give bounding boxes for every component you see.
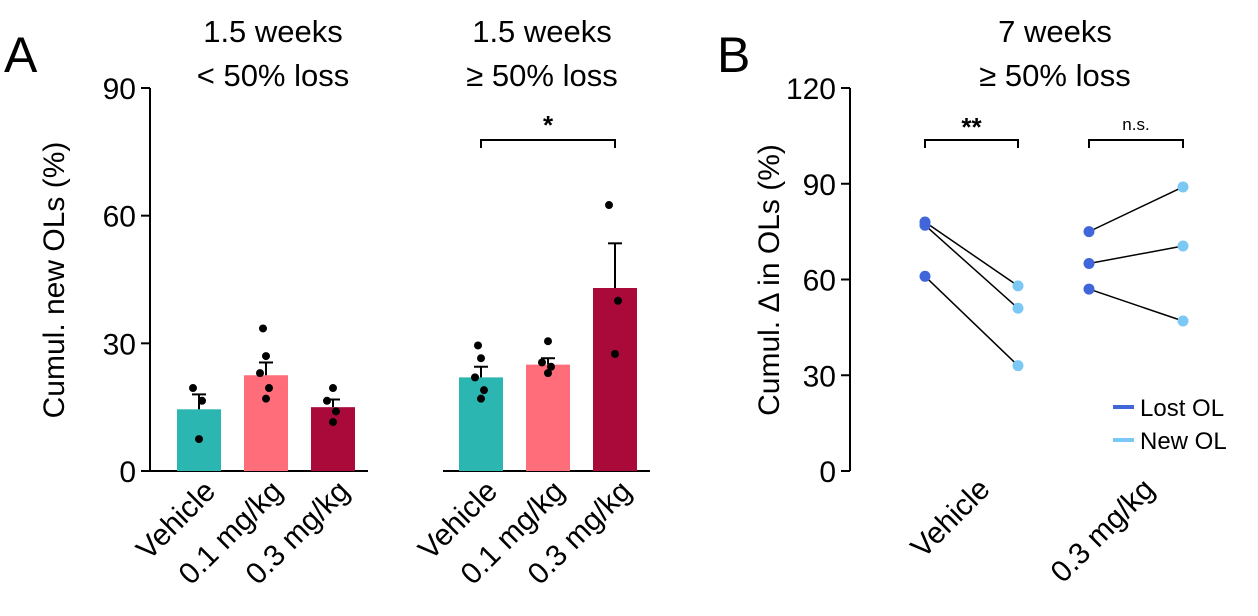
chart-b-y-axis-label: Cumul. Δ in OLs (%) [753, 144, 786, 416]
y-tick-label: 30 [103, 328, 136, 361]
bar [244, 375, 288, 471]
y-tick-label: 0 [119, 456, 136, 489]
data-point [480, 386, 488, 395]
paired-line [1088, 186, 1184, 233]
data-point [605, 201, 613, 210]
y-tick-label: 30 [803, 360, 836, 393]
data-point [189, 384, 197, 393]
y-tick-label: 0 [819, 456, 836, 489]
bar [593, 288, 637, 471]
data-point [262, 394, 270, 403]
chart-a1-y-axis-label: Cumul. new OLs (%) [38, 142, 71, 419]
chart-a2-title-line1: 1.5 weeks [472, 14, 612, 49]
data-point [329, 418, 337, 427]
y-tick-label: 60 [803, 265, 836, 298]
chart-a-less-50: 1.5 weeks < 50% loss Cumul. new OLs (%) … [38, 14, 368, 591]
x-tick-label: Vehicle [905, 473, 997, 565]
data-point [544, 369, 552, 378]
new-ol-point [1177, 181, 1189, 193]
new-ol-point [1177, 240, 1189, 252]
y-tick-label: 90 [103, 73, 136, 106]
new-ol-point [1012, 280, 1024, 292]
chart-b-paired: 7 weeks ≥ 50% loss Cumul. Δ in OLs (%) L… [753, 14, 1227, 589]
lost-ol-point [1083, 226, 1095, 238]
data-point [471, 373, 479, 382]
lost-ol-point [1083, 258, 1095, 270]
data-point [198, 396, 206, 405]
paired-line [1088, 288, 1184, 322]
y-tick-label: 90 [803, 169, 836, 202]
data-point [323, 396, 331, 405]
data-point [611, 349, 619, 358]
significance-label: n.s. [1122, 115, 1149, 134]
y-tick-label: 60 [103, 201, 136, 234]
data-point [477, 394, 485, 403]
legend-label-lost: Lost OL [1140, 395, 1224, 422]
new-ol-point [1177, 315, 1189, 327]
data-point [195, 435, 203, 444]
panel-letter-b: B [717, 27, 750, 83]
data-point [474, 341, 482, 350]
paired-line [1088, 245, 1184, 265]
lost-ol-point [1083, 283, 1095, 295]
bar [311, 407, 355, 471]
chart-b-title-line1: 7 weeks [998, 14, 1112, 49]
data-point [256, 369, 264, 378]
data-point [614, 296, 622, 305]
significance-label: ** [961, 112, 982, 142]
chart-a2-title-line2: ≥ 50% loss [466, 58, 617, 93]
panel-letter-a: A [4, 27, 38, 83]
data-point [329, 384, 337, 393]
data-point [477, 354, 485, 363]
data-point [544, 337, 552, 346]
paired-line [924, 221, 1019, 287]
significance-bracket [924, 139, 1019, 148]
chart-a1-title-line2: < 50% loss [197, 58, 350, 93]
new-ol-point [1012, 360, 1024, 372]
legend: Lost OL New OL [1113, 395, 1227, 455]
chart-b-title-line2: ≥ 50% loss [979, 58, 1130, 93]
bar [526, 364, 570, 471]
data-point [547, 362, 555, 371]
significance-bracket [1088, 139, 1184, 148]
significance-label: * [543, 110, 554, 140]
paired-line [924, 224, 1019, 309]
y-tick-label: 120 [786, 73, 836, 106]
new-ol-point [1012, 302, 1024, 314]
legend-label-new: New OL [1140, 428, 1227, 455]
significance-bracket [480, 139, 616, 148]
data-point [265, 384, 273, 393]
data-point [538, 358, 546, 367]
lost-ol-point [919, 219, 931, 231]
x-tick-label: 0.3 mg/kg [1044, 473, 1160, 589]
data-point [332, 407, 340, 416]
chart-a1-title-line1: 1.5 weeks [203, 14, 343, 49]
data-point [259, 324, 267, 333]
paired-line [924, 275, 1019, 367]
lost-ol-point [919, 270, 931, 282]
bar [459, 377, 503, 471]
data-point [262, 352, 270, 361]
